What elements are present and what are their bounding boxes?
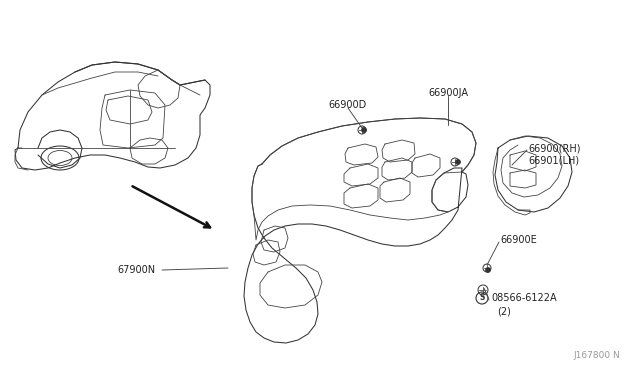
Text: 66900(RH): 66900(RH) [528,143,580,153]
Circle shape [486,267,490,273]
Text: S: S [479,294,484,302]
Text: 67900N: 67900N [117,265,155,275]
Circle shape [362,128,367,132]
Text: J167800 N: J167800 N [573,350,620,359]
Text: 66901(LH): 66901(LH) [528,155,579,165]
Text: 66900E: 66900E [500,235,537,245]
Text: 08566-6122A: 08566-6122A [491,293,557,303]
Circle shape [456,160,461,164]
Text: (2): (2) [497,306,511,316]
Text: 66900JA: 66900JA [428,88,468,98]
Text: 66900D: 66900D [329,100,367,110]
